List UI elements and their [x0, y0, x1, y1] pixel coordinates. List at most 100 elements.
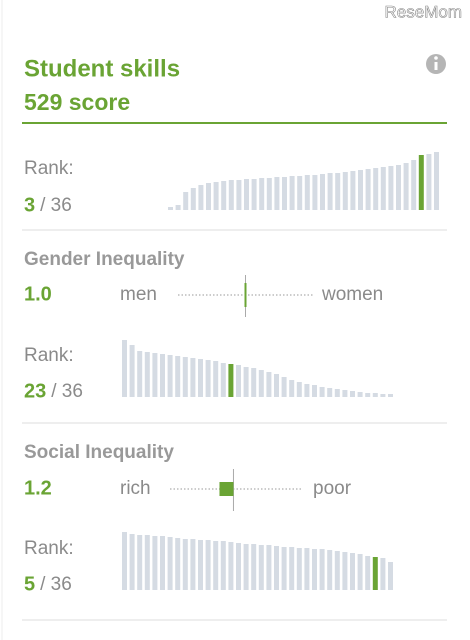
bar [236, 365, 241, 397]
bar [327, 388, 333, 397]
bar [144, 352, 150, 397]
bar [388, 166, 394, 210]
high-label: women [321, 284, 383, 305]
bar [144, 535, 150, 590]
bar [206, 183, 211, 210]
bar [281, 547, 287, 590]
bar [282, 177, 287, 210]
bar [220, 363, 226, 397]
bar [167, 537, 173, 590]
rank: 5 [24, 573, 35, 595]
bar [251, 544, 257, 590]
section-title: Social Inequality [24, 442, 174, 463]
bar [236, 543, 241, 590]
bar [335, 173, 341, 210]
bar [334, 389, 340, 397]
bar [319, 387, 325, 397]
bar [213, 361, 219, 397]
bar [160, 354, 165, 397]
bar [251, 179, 257, 210]
rank-label: Rank: [24, 538, 74, 559]
bar [434, 152, 439, 210]
rank-total: / 36 [40, 195, 72, 216]
bar [129, 345, 135, 397]
bar [258, 370, 264, 397]
bar [312, 175, 318, 210]
bar [182, 539, 188, 590]
bar [243, 544, 249, 590]
bar [388, 394, 393, 397]
bar [190, 539, 196, 590]
info-icon[interactable] [426, 54, 446, 74]
bar [228, 364, 234, 397]
bar [137, 351, 143, 397]
rank: 3 [24, 194, 35, 216]
bar [373, 168, 379, 210]
bar [205, 360, 211, 397]
bar [274, 177, 280, 210]
index-marker [219, 482, 234, 496]
bar [289, 380, 295, 397]
bar [152, 353, 158, 397]
bar [426, 154, 432, 210]
bar [243, 367, 249, 397]
section-title: Gender Inequality [24, 249, 185, 270]
bar [274, 546, 279, 590]
bar [122, 532, 127, 590]
bar [350, 391, 355, 397]
bar [296, 548, 302, 590]
bar [152, 536, 158, 590]
low-label: rich [120, 478, 151, 499]
bar [198, 359, 203, 397]
bar [168, 207, 173, 210]
bar [274, 374, 279, 397]
bar [380, 394, 386, 397]
bar [236, 180, 242, 210]
bar [358, 170, 363, 210]
bar [418, 155, 424, 210]
rank-label: Rank: [24, 345, 74, 366]
bar [129, 534, 135, 590]
bar [312, 549, 317, 590]
bar [380, 167, 386, 210]
bar [190, 188, 196, 210]
bar [334, 551, 340, 590]
bar [403, 163, 409, 210]
bar [213, 541, 219, 590]
bar [221, 181, 227, 210]
bar [220, 541, 226, 590]
bar [372, 393, 378, 397]
bar [304, 384, 310, 397]
rank: 23 [24, 380, 46, 402]
bar [320, 174, 325, 210]
bar [357, 392, 363, 397]
bar [167, 355, 173, 397]
bar [312, 385, 317, 397]
score: 529 score [24, 89, 130, 115]
bar [205, 540, 211, 590]
bar [244, 179, 249, 210]
bar [198, 185, 204, 210]
bar [372, 557, 378, 590]
bar [258, 545, 264, 590]
bar [396, 165, 401, 210]
high-label: poor [313, 478, 352, 499]
bar [213, 182, 219, 210]
bar [137, 535, 143, 590]
index-marker [244, 283, 247, 307]
index-value: 1.2 [24, 477, 52, 499]
bar [319, 549, 325, 590]
bar [342, 172, 348, 210]
bar [160, 536, 165, 590]
bar [289, 547, 295, 590]
bar [411, 160, 417, 210]
index-value: 1.0 [24, 283, 52, 305]
bar [228, 180, 234, 210]
bar [380, 558, 386, 590]
rank-total: / 36 [51, 381, 83, 402]
bar [198, 540, 203, 590]
title: Student skills [24, 55, 180, 82]
watermark: ReseMom [385, 2, 462, 21]
bar [357, 554, 363, 590]
